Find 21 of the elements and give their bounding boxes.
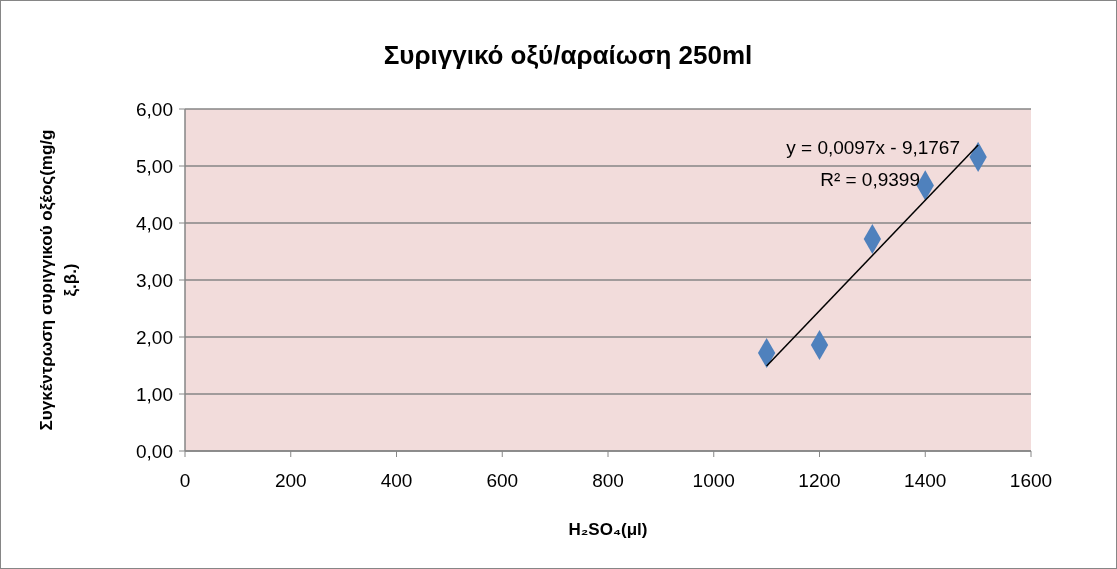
x-tick-label: 0 [179, 470, 191, 491]
x-tick-label: 600 [486, 470, 519, 491]
y-tick-label: 5,00 [136, 155, 173, 177]
y-tick-label: 3,00 [136, 269, 173, 291]
y-tick-label: 1,00 [136, 383, 173, 405]
y-tick-label: 6,00 [136, 98, 173, 120]
x-tick-label: 800 [592, 470, 624, 491]
x-tick-label: 1400 [904, 470, 947, 491]
y-tick-label: 4,00 [136, 212, 173, 234]
chart-title: Συριγγικό οξύ/αραίωση 250ml [383, 40, 753, 70]
annotation: R² = 0,9399 [820, 169, 920, 190]
y-axis-title: Συγκέντρωση συριγγικού οξέος(mg/g ξ.β.) [37, 129, 80, 431]
annotation: y = 0,0097x - 9,1767 [786, 137, 960, 158]
x-tick-label: 200 [274, 470, 307, 491]
x-tick-label: 400 [380, 470, 413, 491]
y-tick-label: 2,00 [136, 326, 173, 348]
x-tick-label: 1200 [798, 470, 841, 491]
y-tick-label: 0,00 [136, 440, 173, 462]
x-tick-label: 1000 [692, 470, 735, 491]
x-tick-label: 1600 [1009, 470, 1053, 491]
x-axis-title: H₂SO₄(μl) [568, 520, 648, 539]
